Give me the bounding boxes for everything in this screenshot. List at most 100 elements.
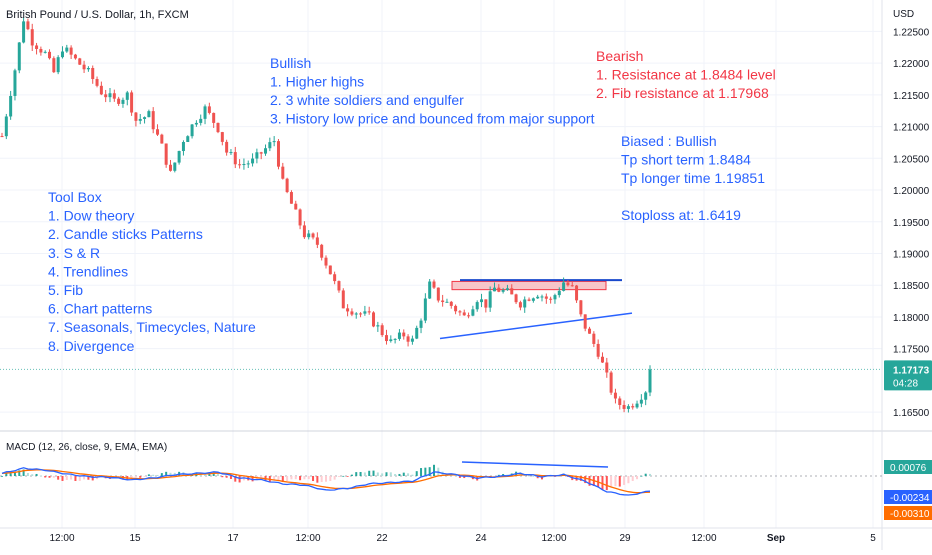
candle: [130, 90, 134, 116]
macd-histogram-badge: 0.00076: [884, 460, 932, 474]
candle-body: [35, 45, 39, 49]
candle: [605, 357, 609, 378]
candle-body: [134, 112, 138, 121]
candle-body: [402, 332, 406, 337]
time-tick-label: 12:00: [691, 533, 716, 544]
macd-histogram-bar: [52, 476, 55, 478]
macd-legend[interactable]: MACD (12, 26, close, 9, EMA, EMA): [6, 442, 167, 453]
price-scale[interactable]: 1.22500 1.22000 1.21500 1.21000 1.20500 1.200…: [884, 27, 932, 520]
candle-body: [613, 392, 617, 399]
price-tick-label: 1.18000: [893, 313, 930, 324]
macd-histogram-bar: [9, 473, 12, 476]
candle-body: [78, 58, 82, 65]
macd-histogram-bar: [359, 471, 362, 476]
candle: [523, 296, 527, 313]
symbol-title[interactable]: British Pound / U.S. Dollar, 1h, FXCM: [6, 9, 189, 21]
macd-histogram-bar: [156, 474, 159, 476]
candle: [302, 221, 306, 239]
macd-histogram-bar: [363, 472, 366, 476]
price-badge-bg: [884, 360, 932, 391]
candle-body: [639, 399, 643, 404]
candle-body: [229, 152, 233, 154]
candle: [531, 297, 535, 303]
candle-body: [112, 93, 116, 99]
candle: [104, 89, 108, 103]
candle: [108, 87, 112, 103]
candle: [544, 293, 548, 304]
price-tick-label: 1.22500: [893, 27, 930, 38]
candle: [35, 42, 39, 55]
candle: [631, 403, 635, 410]
text-notes: Bullish 1. Higher highs 2. 3 white soldier…: [48, 48, 776, 354]
macd-histogram-bar: [57, 476, 60, 480]
macd-histogram-bar: [415, 471, 418, 476]
macd-histogram-bar: [87, 476, 90, 480]
toolbox-note-line: 3. S & R: [48, 245, 100, 261]
candle-body: [0, 136, 4, 138]
time-tick-label: 12:00: [295, 533, 320, 544]
candle: [583, 314, 587, 332]
candle: [203, 104, 207, 125]
candle-body: [52, 58, 56, 73]
candle: [376, 321, 380, 332]
candle: [95, 76, 99, 88]
candle-body: [268, 142, 272, 149]
time-tick-label: 12:00: [49, 533, 74, 544]
candle: [449, 300, 453, 309]
candle-body: [518, 302, 522, 308]
candle: [9, 90, 13, 120]
candle-body: [56, 57, 60, 73]
macd-histogram-bar: [260, 476, 263, 479]
candle: [264, 144, 268, 156]
candle: [229, 149, 233, 155]
macd-histogram-bar: [467, 476, 470, 478]
candle: [380, 323, 384, 337]
candle-body: [471, 309, 475, 316]
support-trendline: [439, 312, 633, 340]
time-tick-label: 29: [619, 533, 631, 544]
macd-histogram-bar: [212, 472, 215, 476]
macd-histogram-bar: [342, 475, 345, 477]
candle-body: [497, 287, 501, 292]
macd-histogram-bar: [528, 475, 531, 477]
bullish-note: Bullish 1. Higher highs 2. 3 white soldier…: [270, 55, 595, 127]
candle-body: [454, 305, 458, 312]
candle: [445, 298, 449, 303]
time-tick-label: 5: [870, 533, 876, 544]
macd-histogram-bar: [372, 470, 375, 476]
candle-body: [354, 313, 358, 315]
macd-histogram-bar: [286, 476, 289, 482]
macd-histogram-bar: [299, 476, 302, 481]
badge-bg: [884, 490, 932, 504]
candle: [251, 153, 255, 167]
candle-body: [600, 356, 604, 363]
candle-body: [272, 141, 276, 143]
candle: [454, 304, 458, 315]
candle-body: [527, 299, 531, 301]
current-price-badge[interactable]: 1.17173 04:28: [884, 360, 932, 391]
candle: [423, 293, 427, 324]
candle-body: [359, 313, 363, 315]
macd-histogram-bar: [208, 473, 211, 476]
candle: [307, 230, 311, 240]
candle-body: [605, 362, 609, 373]
macd-histogram-bar: [78, 476, 81, 481]
candle: [333, 271, 337, 285]
candle-body: [186, 136, 190, 143]
macd-histogram-bar: [627, 476, 630, 484]
candle-body: [441, 300, 445, 303]
candle: [510, 284, 514, 295]
candle-body: [501, 290, 505, 292]
candle-body: [4, 116, 8, 137]
candle-body: [644, 392, 648, 400]
macd-histogram-bar: [463, 476, 466, 479]
toolbox-note-line: 7. Seasonals, Timecycles, Nature: [48, 319, 256, 335]
candle-body: [17, 42, 21, 71]
time-scale[interactable]: 12:00 15 17 12:00 22 24 12:00 29 12:00 Sep 5: [49, 533, 876, 544]
candle: [315, 232, 319, 249]
macd-histogram-bar: [502, 473, 505, 476]
candle: [156, 124, 160, 136]
candle: [199, 114, 203, 126]
candle-body: [536, 296, 540, 299]
